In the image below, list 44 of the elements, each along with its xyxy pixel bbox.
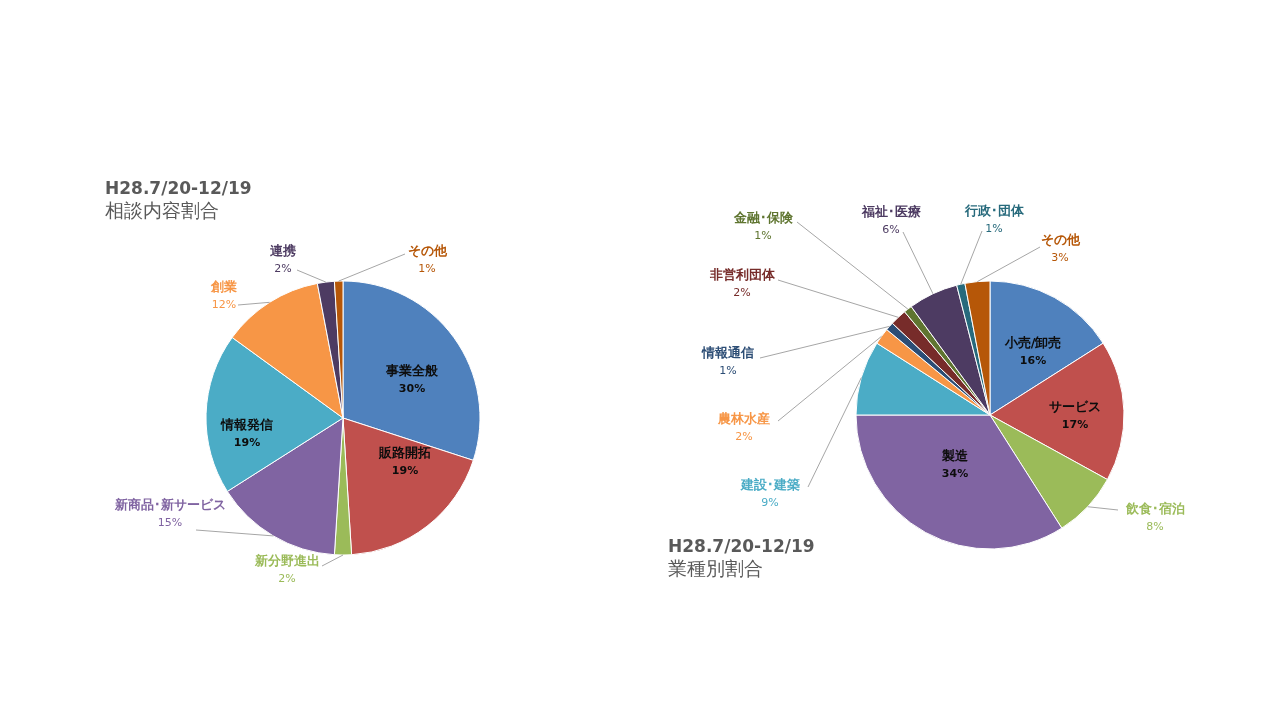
slice-label: 農林水産 [717,411,770,426]
chart-title: H28.7/20-12/19 [105,178,252,198]
slice-label: サービス [1049,399,1101,414]
slice-label: 販路開拓 [378,445,431,460]
data-label: 1% [985,222,1003,235]
slice-label: 小売/卸売 [1003,335,1062,350]
data-label: 1% [418,262,436,275]
slice-label: その他 [1040,232,1081,247]
data-label: 1% [754,229,772,242]
slice-label: 新分野進出 [253,553,320,568]
slice-label: 行政･団体 [963,203,1025,218]
slice-label: 製造 [941,448,969,463]
data-label: 19% [391,464,419,477]
data-label: 9% [761,496,779,509]
data-label: 17% [1061,418,1089,431]
slice-label: 飲食･宿泊 [1124,501,1185,516]
data-label: 3% [1051,251,1069,264]
slice-label: 金融･保険 [732,210,794,225]
data-label: 12% [211,298,237,311]
text: 業種別割合 [668,557,763,579]
slice-label: 建設･建築 [739,477,800,492]
slice-label: 新商品･新サービス [113,497,226,512]
chart-subtitle: 相談内容割合 [105,199,219,221]
data-label: 2% [278,572,296,585]
text: H28.7/20-12/19 [668,536,815,556]
data-label: 1% [719,364,737,377]
data-label: 2% [735,430,753,443]
data-label: 16% [1019,354,1047,367]
data-label: 2% [733,286,751,299]
data-label: 34% [941,467,969,480]
slice-label: 福祉･医療 [860,204,921,219]
data-label: 6% [882,223,900,236]
slice-label: 情報発信 [220,417,273,432]
slice-label: 情報通信 [701,345,754,360]
slice-label: 事業全般 [385,363,439,378]
data-label: 19% [233,436,261,449]
data-label: 2% [274,262,292,275]
data-label: 30% [398,382,426,395]
data-label: 8% [1146,520,1164,533]
slice-label: 連携 [269,243,296,258]
slice-label: 非営利団体 [708,267,776,282]
slice-label: その他 [407,243,448,258]
data-label: 15% [157,516,183,529]
slice-label: 創業 [210,279,237,294]
